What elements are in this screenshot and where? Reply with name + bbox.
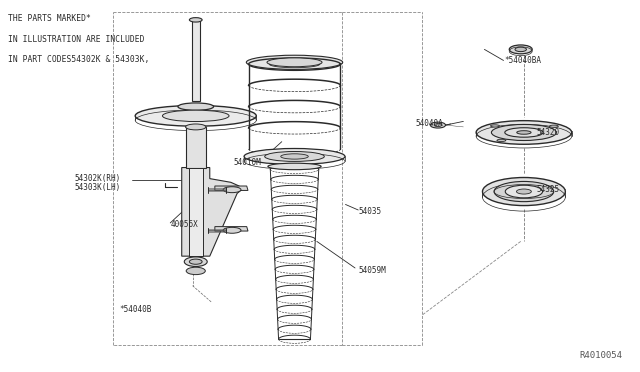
Text: IN ILLUSTRATION ARE INCLUDED: IN ILLUSTRATION ARE INCLUDED <box>8 35 144 44</box>
Ellipse shape <box>223 227 241 233</box>
Ellipse shape <box>509 45 532 54</box>
Text: *54040B: *54040B <box>119 305 152 314</box>
Text: 54040A: 54040A <box>415 119 444 128</box>
Ellipse shape <box>184 257 207 266</box>
Ellipse shape <box>223 187 241 193</box>
Ellipse shape <box>178 103 214 110</box>
Text: 54320: 54320 <box>537 128 560 137</box>
Ellipse shape <box>268 163 321 170</box>
Ellipse shape <box>246 55 342 70</box>
Ellipse shape <box>505 128 543 137</box>
Ellipse shape <box>189 259 202 264</box>
Text: *54040BA: *54040BA <box>505 56 542 65</box>
Ellipse shape <box>483 177 565 206</box>
Text: 54010M: 54010M <box>234 157 262 167</box>
Text: 54035: 54035 <box>358 207 381 217</box>
Ellipse shape <box>497 139 506 141</box>
Ellipse shape <box>430 122 445 128</box>
Ellipse shape <box>135 106 256 126</box>
Ellipse shape <box>516 189 531 194</box>
Text: THE PARTS MARKED*: THE PARTS MARKED* <box>8 14 91 23</box>
Ellipse shape <box>515 47 527 52</box>
Text: 54059M: 54059M <box>358 266 386 275</box>
Ellipse shape <box>281 154 308 159</box>
Polygon shape <box>215 227 248 231</box>
Ellipse shape <box>516 131 531 134</box>
Polygon shape <box>215 186 248 190</box>
Text: 54325: 54325 <box>537 185 560 194</box>
Ellipse shape <box>494 182 554 202</box>
Ellipse shape <box>549 125 558 127</box>
Polygon shape <box>182 167 242 256</box>
Text: 54302K(RH): 54302K(RH) <box>75 174 121 183</box>
FancyBboxPatch shape <box>189 167 203 256</box>
Ellipse shape <box>490 125 499 127</box>
FancyBboxPatch shape <box>192 20 200 101</box>
Ellipse shape <box>505 185 543 198</box>
Ellipse shape <box>265 151 324 161</box>
Text: IN PART CODES54302K & 54303K,: IN PART CODES54302K & 54303K, <box>8 55 149 64</box>
Text: R4010054: R4010054 <box>580 350 623 359</box>
Ellipse shape <box>163 110 229 122</box>
Ellipse shape <box>186 267 205 275</box>
Ellipse shape <box>244 148 345 164</box>
Ellipse shape <box>492 124 556 141</box>
FancyBboxPatch shape <box>186 127 206 167</box>
Ellipse shape <box>476 121 572 144</box>
Text: 54303K(LH): 54303K(LH) <box>75 183 121 192</box>
Text: 40056X: 40056X <box>170 220 198 229</box>
Ellipse shape <box>434 124 442 126</box>
Ellipse shape <box>267 58 322 67</box>
Ellipse shape <box>189 17 202 22</box>
Ellipse shape <box>186 124 206 130</box>
